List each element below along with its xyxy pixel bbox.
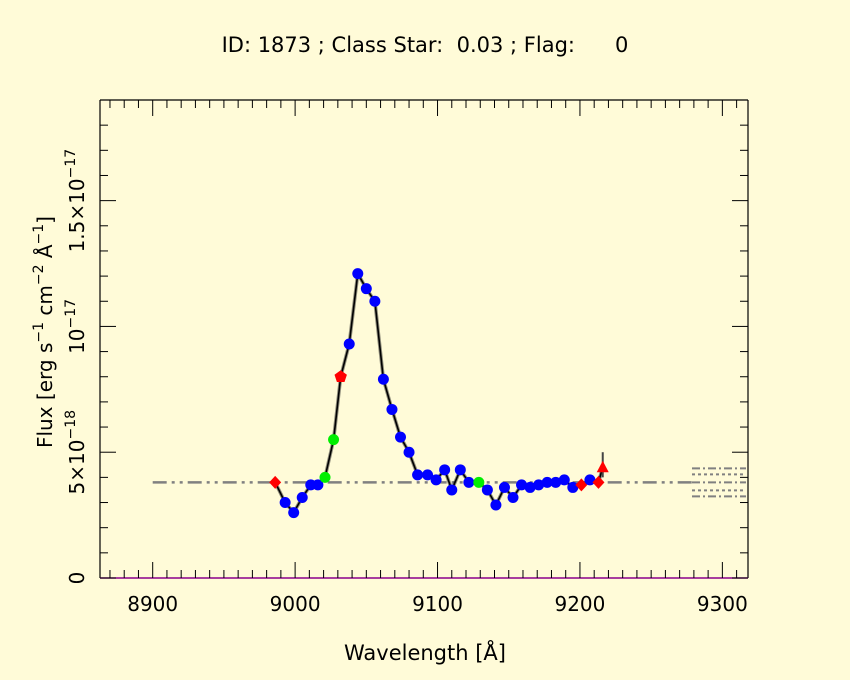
data-point <box>377 373 389 385</box>
y-label-mid2: Å <box>33 244 57 264</box>
data-point-red-diamond <box>575 478 588 492</box>
data-point-red-diamond <box>592 475 605 489</box>
data-point <box>550 476 562 488</box>
y-label-suffix: ] <box>33 216 57 224</box>
y-label-exp1: −1 <box>31 322 47 343</box>
x-tick-label: 9000 <box>270 592 321 616</box>
data-point <box>360 283 372 295</box>
y-tick-label: 10−17 <box>63 299 89 354</box>
data-point-green <box>319 471 331 483</box>
data-point <box>412 469 424 481</box>
x-tick-label: 8900 <box>127 592 178 616</box>
y-label-exp2: −2 <box>31 264 47 285</box>
data-point <box>567 481 579 493</box>
y-tick-label: 0 <box>65 572 89 585</box>
data-point <box>352 268 364 280</box>
y-label-exp3: −1 <box>31 224 47 245</box>
data-point <box>296 491 308 503</box>
data-point <box>516 479 528 491</box>
data-point-green <box>328 434 340 446</box>
data-point <box>507 491 519 503</box>
data-point-red-diamond <box>269 475 282 489</box>
data-point <box>446 484 458 496</box>
data-point <box>343 338 355 350</box>
x-tick-label: 9100 <box>412 592 463 616</box>
y-label-mid1: cm <box>33 285 57 322</box>
y-axis-label: Flux [erg s−1 cm−2 Å−1] <box>31 216 57 448</box>
y-tick-label: 5×10−18 <box>63 410 89 494</box>
data-point <box>481 484 493 496</box>
data-point-red-triangle <box>596 460 609 473</box>
x-tick-label: 9300 <box>697 592 748 616</box>
y-label-prefix: Flux [erg s <box>33 343 57 448</box>
x-axis-label: Wavelength [Å] <box>344 639 506 665</box>
data-point <box>533 479 545 491</box>
data-point-green <box>473 476 485 488</box>
y-tick-label: 1.5×10−17 <box>63 149 89 253</box>
data-point <box>524 481 536 493</box>
data-point <box>490 499 502 511</box>
data-point <box>395 431 407 443</box>
data-point <box>312 479 324 491</box>
data-point <box>386 403 398 415</box>
data-point <box>541 476 553 488</box>
data-point <box>288 507 300 519</box>
data-point <box>584 474 596 486</box>
chart-title: ID: 1873 ; Class Star: 0.03 ; Flag: 0 <box>222 33 629 57</box>
data-point <box>403 446 415 458</box>
plot-area: 8900 9000 9100 9200 9300 0 5×10−18 10−17 1.5×10−… <box>63 99 749 616</box>
data-point <box>439 464 451 476</box>
data-point <box>454 464 466 476</box>
data-point-red-pentagon <box>334 370 347 382</box>
data-point <box>498 481 510 493</box>
data-point <box>558 474 570 486</box>
data-point <box>430 474 442 486</box>
data-point <box>422 469 434 481</box>
data-point <box>369 295 381 307</box>
data-point <box>463 476 475 488</box>
data-point <box>279 497 291 509</box>
x-tick-label: 9200 <box>554 592 605 616</box>
